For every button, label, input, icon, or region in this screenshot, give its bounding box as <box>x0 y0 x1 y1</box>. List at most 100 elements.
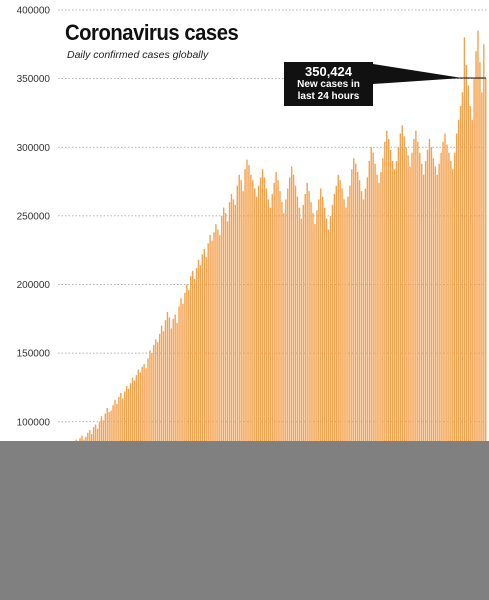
bar <box>197 259 200 559</box>
bar <box>411 152 413 560</box>
bar <box>333 193 336 559</box>
bar <box>351 169 353 559</box>
bar <box>238 174 240 559</box>
bar <box>182 303 184 559</box>
bar <box>325 218 328 559</box>
bar <box>368 160 370 560</box>
bar <box>240 180 242 559</box>
callout-pointer <box>373 64 462 84</box>
bar <box>426 150 429 559</box>
bar <box>417 141 419 559</box>
bar <box>246 159 248 559</box>
y-tick-label: 150000 <box>17 349 51 360</box>
bar <box>393 169 396 559</box>
bar <box>329 215 332 560</box>
bar <box>211 240 213 559</box>
bar <box>223 207 225 559</box>
bar <box>267 199 270 559</box>
bar <box>242 191 244 560</box>
bar <box>322 196 324 559</box>
latest-cases-callout: 350,424 New cases in last 24 hours <box>284 62 373 106</box>
bar <box>302 204 304 559</box>
bar <box>300 218 303 559</box>
bar <box>226 221 229 559</box>
bar <box>395 160 398 560</box>
bar <box>207 243 209 559</box>
bar <box>275 171 277 559</box>
bar <box>201 254 204 560</box>
bar <box>341 188 343 560</box>
bar <box>436 174 438 559</box>
bar <box>224 213 227 559</box>
bar <box>479 62 481 560</box>
bar <box>465 64 468 560</box>
bar <box>370 147 372 559</box>
bar <box>193 279 196 559</box>
bar <box>469 106 471 559</box>
bar <box>448 152 450 560</box>
bar <box>384 141 386 559</box>
bar <box>290 166 293 559</box>
bar <box>259 177 262 559</box>
bar <box>347 196 349 559</box>
bar <box>281 202 283 559</box>
bar <box>471 119 473 560</box>
bar <box>256 196 258 559</box>
bar <box>339 180 341 559</box>
bar <box>483 44 485 560</box>
bar <box>234 204 237 559</box>
bar <box>343 199 345 559</box>
bar <box>172 318 174 559</box>
bar <box>485 78 487 559</box>
bar <box>358 180 361 559</box>
bar <box>174 314 176 559</box>
chart-title: Coronavirus cases <box>65 20 239 45</box>
bar <box>364 188 367 560</box>
bar <box>475 51 477 560</box>
bar <box>331 204 334 559</box>
bar <box>221 215 223 560</box>
bar <box>434 166 436 559</box>
bar <box>215 224 217 560</box>
bar <box>320 188 322 560</box>
bar <box>481 92 483 559</box>
bar <box>209 235 211 559</box>
y-tick-label: 100000 <box>17 417 51 428</box>
bar <box>432 158 435 560</box>
bar <box>283 213 285 559</box>
bar <box>248 165 250 559</box>
bar <box>362 199 365 559</box>
bar <box>461 92 464 559</box>
bar <box>430 147 433 559</box>
bar <box>360 191 363 560</box>
bar <box>261 169 264 559</box>
bar <box>292 174 295 559</box>
bar <box>337 174 339 559</box>
bar <box>386 130 388 559</box>
bar <box>279 191 281 560</box>
bar <box>424 160 427 560</box>
bar <box>254 188 256 560</box>
bar <box>230 193 233 559</box>
bar <box>440 152 442 560</box>
bar <box>374 163 376 559</box>
bar <box>244 169 246 559</box>
bar <box>407 155 409 560</box>
bar <box>296 196 299 559</box>
bar <box>421 163 423 559</box>
bar <box>164 320 167 559</box>
bar <box>186 284 188 559</box>
bar <box>263 177 266 559</box>
bar <box>457 119 460 560</box>
bar <box>176 322 178 559</box>
bar <box>401 125 403 559</box>
bar <box>269 207 271 559</box>
bar <box>188 289 190 559</box>
y-tick-label: 400000 <box>17 6 51 17</box>
y-tick-label: 200000 <box>17 280 51 291</box>
bar <box>450 160 452 560</box>
bar <box>335 185 337 559</box>
bar <box>380 171 382 559</box>
bar <box>345 207 347 559</box>
bar <box>277 180 279 559</box>
